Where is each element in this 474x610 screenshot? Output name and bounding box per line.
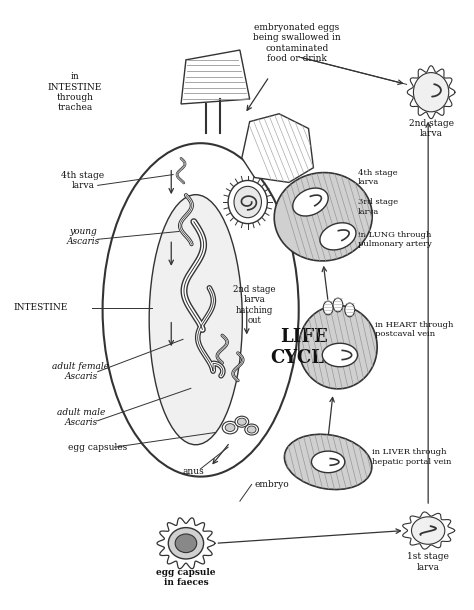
Polygon shape [157,518,215,569]
Ellipse shape [293,188,328,216]
Text: LIFE
CYCLE: LIFE CYCLE [270,328,337,367]
Text: in LIVER through
hepatic portal vein: in LIVER through hepatic portal vein [372,448,452,465]
Text: 4th stage
larva: 4th stage larva [357,169,397,186]
Text: 2nd stage
larva: 2nd stage larva [409,119,454,138]
Ellipse shape [299,306,377,389]
Polygon shape [407,66,455,119]
Ellipse shape [175,534,197,553]
Text: embryo: embryo [255,480,289,489]
Ellipse shape [284,434,372,490]
Text: 3rd stage
larva: 3rd stage larva [357,198,398,215]
Text: INTESTINE: INTESTINE [14,303,68,312]
Ellipse shape [245,424,258,435]
Ellipse shape [235,416,249,427]
Ellipse shape [411,517,445,544]
Ellipse shape [102,143,299,476]
Ellipse shape [228,181,267,224]
Ellipse shape [345,303,355,317]
Text: egg capsules: egg capsules [68,443,128,451]
Text: in
INTESTINE
through
trachea: in INTESTINE through trachea [48,72,102,112]
Text: adult female
Ascaris: adult female Ascaris [53,362,109,381]
Ellipse shape [320,223,356,250]
Polygon shape [181,50,250,104]
Text: adult male
Ascaris: adult male Ascaris [57,408,105,428]
Text: anus: anus [183,467,205,476]
Ellipse shape [247,426,256,433]
Text: 2nd stage
larva
hatching
out: 2nd stage larva hatching out [233,285,276,325]
Text: 4th stage
larva: 4th stage larva [62,171,105,190]
Ellipse shape [413,73,449,112]
Ellipse shape [274,173,372,261]
Ellipse shape [222,422,238,434]
Text: egg capsule
in faeces: egg capsule in faeces [156,568,216,587]
Ellipse shape [168,528,204,559]
Ellipse shape [149,195,242,445]
Ellipse shape [225,424,235,431]
Ellipse shape [237,418,246,425]
Text: in LUNG through
pulmonary artery: in LUNG through pulmonary artery [357,231,431,248]
Ellipse shape [333,298,343,312]
Ellipse shape [322,343,357,367]
Text: in HEART through
postcaval vein: in HEART through postcaval vein [375,321,454,338]
Ellipse shape [311,451,345,473]
Text: 1st stage
larva: 1st stage larva [407,552,449,572]
Text: embryonated eggs
being swallowed in
contaminated
food or drink: embryonated eggs being swallowed in cont… [253,23,341,63]
Ellipse shape [234,186,262,218]
Polygon shape [403,512,455,549]
Polygon shape [242,114,313,182]
Text: young
Ascaris: young Ascaris [66,227,100,246]
Ellipse shape [323,301,333,315]
